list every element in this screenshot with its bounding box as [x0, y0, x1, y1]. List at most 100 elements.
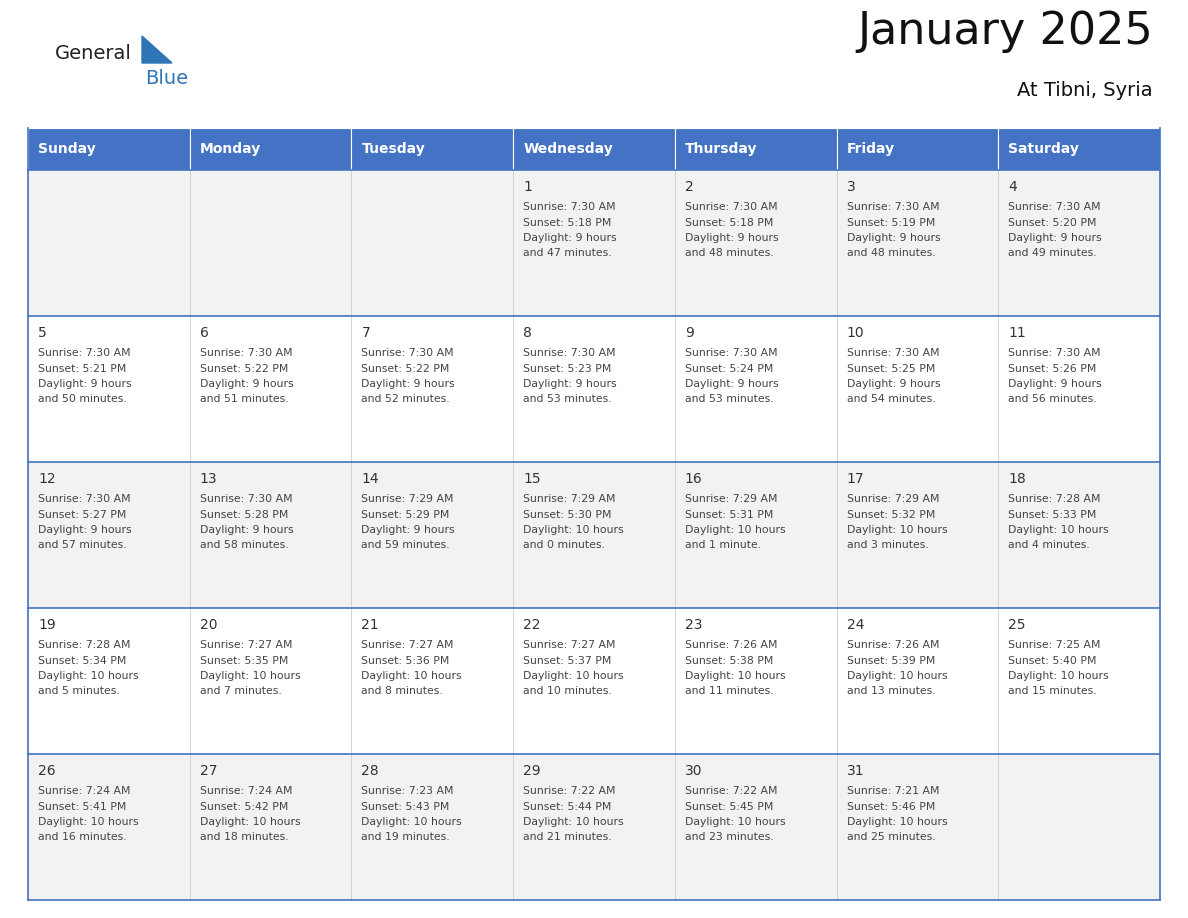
Text: 25: 25 — [1009, 618, 1025, 632]
Bar — [29, 316, 1159, 462]
Text: 22: 22 — [523, 618, 541, 632]
Text: Sunset: 5:19 PM: Sunset: 5:19 PM — [847, 218, 935, 228]
Text: Sunrise: 7:26 AM: Sunrise: 7:26 AM — [684, 640, 777, 650]
Text: and 23 minutes.: and 23 minutes. — [684, 833, 773, 843]
Text: Daylight: 10 hours: Daylight: 10 hours — [38, 817, 139, 827]
Text: Sunset: 5:23 PM: Sunset: 5:23 PM — [523, 364, 612, 374]
Text: and 49 minutes.: and 49 minutes. — [1009, 249, 1097, 259]
Text: Sunset: 5:30 PM: Sunset: 5:30 PM — [523, 509, 612, 520]
Text: 20: 20 — [200, 618, 217, 632]
Text: 30: 30 — [684, 764, 702, 778]
Text: and 53 minutes.: and 53 minutes. — [684, 395, 773, 405]
Text: Daylight: 10 hours: Daylight: 10 hours — [200, 671, 301, 681]
Text: and 3 minutes.: and 3 minutes. — [847, 541, 928, 551]
Text: and 4 minutes.: and 4 minutes. — [1009, 541, 1091, 551]
Text: and 13 minutes.: and 13 minutes. — [847, 687, 935, 697]
Text: Sunrise: 7:30 AM: Sunrise: 7:30 AM — [684, 348, 777, 358]
Text: 29: 29 — [523, 764, 541, 778]
Bar — [29, 754, 1159, 900]
Text: Daylight: 10 hours: Daylight: 10 hours — [684, 525, 785, 535]
Bar — [29, 462, 1159, 608]
Text: Sunrise: 7:30 AM: Sunrise: 7:30 AM — [38, 348, 131, 358]
Text: Daylight: 10 hours: Daylight: 10 hours — [523, 671, 624, 681]
Bar — [998, 128, 1159, 170]
Text: Sunset: 5:20 PM: Sunset: 5:20 PM — [1009, 218, 1097, 228]
Text: Sunset: 5:36 PM: Sunset: 5:36 PM — [361, 655, 450, 666]
Text: Sunset: 5:22 PM: Sunset: 5:22 PM — [361, 364, 450, 374]
Text: Sunrise: 7:30 AM: Sunrise: 7:30 AM — [361, 348, 454, 358]
Text: and 25 minutes.: and 25 minutes. — [847, 833, 935, 843]
Text: Sunset: 5:31 PM: Sunset: 5:31 PM — [684, 509, 773, 520]
Text: Sunset: 5:39 PM: Sunset: 5:39 PM — [847, 655, 935, 666]
Text: 8: 8 — [523, 326, 532, 340]
Text: Sunset: 5:32 PM: Sunset: 5:32 PM — [847, 509, 935, 520]
Text: Sunrise: 7:30 AM: Sunrise: 7:30 AM — [200, 348, 292, 358]
Bar — [513, 128, 675, 170]
Text: Sunrise: 7:30 AM: Sunrise: 7:30 AM — [1009, 202, 1101, 212]
Text: Daylight: 9 hours: Daylight: 9 hours — [523, 233, 617, 243]
Text: Daylight: 10 hours: Daylight: 10 hours — [38, 671, 139, 681]
Text: Blue: Blue — [145, 69, 188, 88]
Text: and 48 minutes.: and 48 minutes. — [684, 249, 773, 259]
Text: Sunset: 5:24 PM: Sunset: 5:24 PM — [684, 364, 773, 374]
Text: Sunrise: 7:29 AM: Sunrise: 7:29 AM — [361, 494, 454, 504]
Text: Sunday: Sunday — [38, 142, 96, 156]
Text: At Tibni, Syria: At Tibni, Syria — [1017, 81, 1154, 100]
Text: and 15 minutes.: and 15 minutes. — [1009, 687, 1097, 697]
Text: 27: 27 — [200, 764, 217, 778]
Text: Tuesday: Tuesday — [361, 142, 425, 156]
Text: Sunrise: 7:28 AM: Sunrise: 7:28 AM — [1009, 494, 1101, 504]
Text: 9: 9 — [684, 326, 694, 340]
Text: 11: 11 — [1009, 326, 1026, 340]
Text: 18: 18 — [1009, 472, 1026, 486]
Text: 24: 24 — [847, 618, 864, 632]
Bar — [675, 128, 836, 170]
Polygon shape — [143, 36, 172, 63]
Text: Sunset: 5:45 PM: Sunset: 5:45 PM — [684, 801, 773, 812]
Text: 15: 15 — [523, 472, 541, 486]
Text: Sunset: 5:26 PM: Sunset: 5:26 PM — [1009, 364, 1097, 374]
Text: Daylight: 10 hours: Daylight: 10 hours — [361, 817, 462, 827]
Text: Sunset: 5:21 PM: Sunset: 5:21 PM — [38, 364, 126, 374]
Text: Sunrise: 7:26 AM: Sunrise: 7:26 AM — [847, 640, 939, 650]
Text: Sunrise: 7:30 AM: Sunrise: 7:30 AM — [1009, 348, 1101, 358]
Text: Sunrise: 7:30 AM: Sunrise: 7:30 AM — [847, 348, 940, 358]
Bar — [352, 128, 513, 170]
Text: and 50 minutes.: and 50 minutes. — [38, 395, 127, 405]
Text: Sunset: 5:37 PM: Sunset: 5:37 PM — [523, 655, 612, 666]
Text: Saturday: Saturday — [1009, 142, 1079, 156]
Text: Sunrise: 7:23 AM: Sunrise: 7:23 AM — [361, 786, 454, 796]
Text: Sunrise: 7:27 AM: Sunrise: 7:27 AM — [361, 640, 454, 650]
Text: 1: 1 — [523, 180, 532, 194]
Text: 19: 19 — [38, 618, 56, 632]
Text: Daylight: 9 hours: Daylight: 9 hours — [847, 233, 940, 243]
Text: Daylight: 9 hours: Daylight: 9 hours — [361, 379, 455, 389]
Text: Daylight: 9 hours: Daylight: 9 hours — [523, 379, 617, 389]
Text: Sunset: 5:28 PM: Sunset: 5:28 PM — [200, 509, 287, 520]
Text: 4: 4 — [1009, 180, 1017, 194]
Text: Sunrise: 7:29 AM: Sunrise: 7:29 AM — [523, 494, 615, 504]
Text: Sunset: 5:43 PM: Sunset: 5:43 PM — [361, 801, 450, 812]
Text: Thursday: Thursday — [684, 142, 758, 156]
Bar — [29, 128, 190, 170]
Text: Sunrise: 7:24 AM: Sunrise: 7:24 AM — [38, 786, 131, 796]
Text: Sunrise: 7:30 AM: Sunrise: 7:30 AM — [523, 202, 615, 212]
Text: and 19 minutes.: and 19 minutes. — [361, 833, 450, 843]
Text: Sunrise: 7:22 AM: Sunrise: 7:22 AM — [684, 786, 777, 796]
Text: 28: 28 — [361, 764, 379, 778]
Text: Sunrise: 7:29 AM: Sunrise: 7:29 AM — [684, 494, 777, 504]
Text: 7: 7 — [361, 326, 371, 340]
Text: and 58 minutes.: and 58 minutes. — [200, 541, 289, 551]
Text: Sunset: 5:18 PM: Sunset: 5:18 PM — [684, 218, 773, 228]
Text: Daylight: 10 hours: Daylight: 10 hours — [1009, 671, 1108, 681]
Text: Daylight: 9 hours: Daylight: 9 hours — [200, 525, 293, 535]
Text: Sunset: 5:33 PM: Sunset: 5:33 PM — [1009, 509, 1097, 520]
Text: and 52 minutes.: and 52 minutes. — [361, 395, 450, 405]
Text: Sunrise: 7:24 AM: Sunrise: 7:24 AM — [200, 786, 292, 796]
Text: Daylight: 9 hours: Daylight: 9 hours — [38, 379, 132, 389]
Text: Daylight: 9 hours: Daylight: 9 hours — [1009, 233, 1102, 243]
Text: Sunset: 5:35 PM: Sunset: 5:35 PM — [200, 655, 287, 666]
Text: Daylight: 10 hours: Daylight: 10 hours — [523, 525, 624, 535]
Text: Sunset: 5:18 PM: Sunset: 5:18 PM — [523, 218, 612, 228]
Text: and 47 minutes.: and 47 minutes. — [523, 249, 612, 259]
